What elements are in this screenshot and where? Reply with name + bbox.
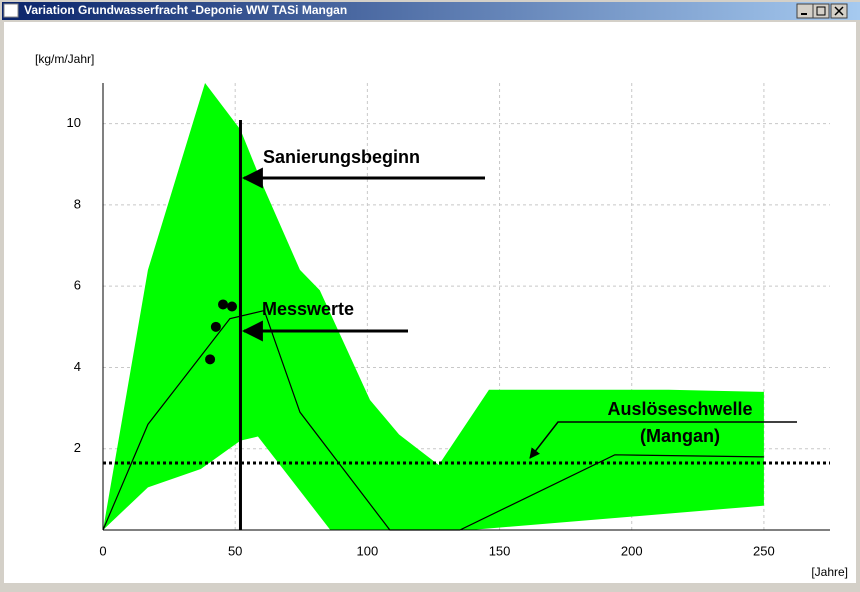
window-buttons[interactable] [796,3,848,19]
annotation: Sanierungsbeginn [263,147,420,167]
x-tick-label: 250 [753,543,775,558]
x-tick-label: 200 [621,543,643,558]
x-tick-label: 150 [489,543,511,558]
annotation: (Mangan) [640,426,720,446]
measurement-point [227,301,238,312]
measurement-point [205,354,216,365]
window-icon [3,3,19,18]
annotation: Messwerte [262,299,354,319]
y-tick-label: 8 [74,196,81,211]
maximize-button[interactable] [812,3,830,19]
plot: 0 50 100 150 200 250 2 4 6 8 10 [kg/m/Jahr] [Jahre] S… [35,52,848,579]
y-tick-label: 4 [74,359,81,374]
maximize-icon [816,6,826,16]
x-axis-label: [Jahre] [811,565,848,579]
close-icon [834,6,844,16]
measurement-point [210,321,221,332]
title-bar [2,2,860,20]
minimize-button[interactable] [796,3,814,19]
y-tick-label: 10 [67,115,81,130]
annotation: Auslöseschwelle [607,399,752,419]
y-tick-label: 2 [74,440,81,455]
y-axis-label: [kg/m/Jahr] [35,52,94,66]
x-tick-label: 0 [99,543,106,558]
x-tick-label: 100 [357,543,379,558]
band-area [103,83,764,530]
measurement-point [218,299,229,310]
y-tick-label: 6 [74,278,81,293]
window-title: Variation Grundwasserfracht -Deponie WW … [24,3,347,17]
median-line [102,309,764,531]
x-tick-label: 50 [228,543,242,558]
annotation-arrow [529,421,797,459]
